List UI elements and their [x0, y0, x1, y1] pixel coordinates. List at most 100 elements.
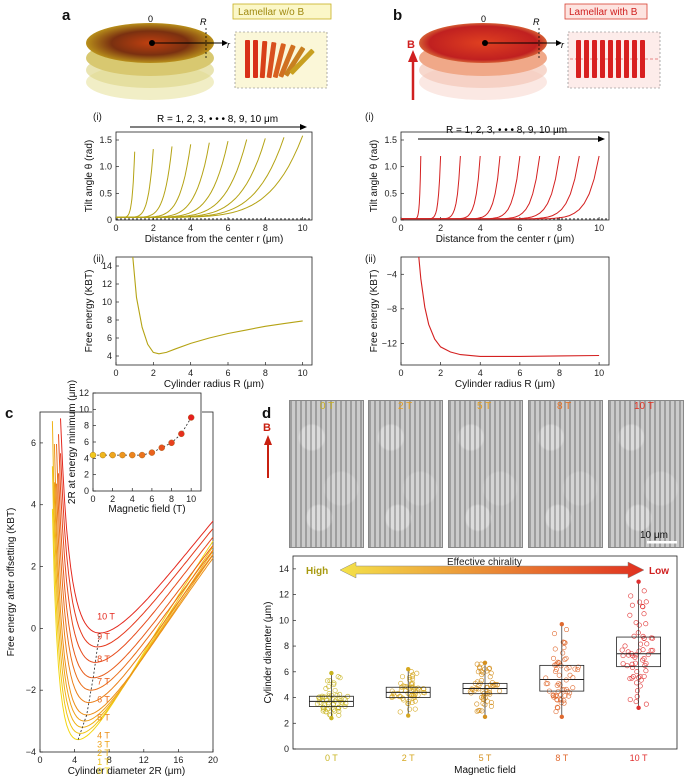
data-point-2T: [396, 694, 402, 700]
data-point-0T: [332, 708, 338, 714]
y-tick-label: 12: [79, 388, 89, 398]
tilt-curve-R10: [116, 135, 304, 218]
y-axis-label: Tilt angle θ (rad): [369, 140, 380, 212]
data-point-0T: [336, 712, 342, 718]
x-tick-label: 8: [169, 494, 174, 504]
max-point-0T: [329, 670, 334, 676]
data-point-0T: [324, 678, 330, 684]
data-point-10T: [641, 588, 647, 594]
y-axis-label: Free energy after offsetting (KBT): [6, 508, 17, 657]
tilt-curve-R8: [116, 138, 266, 218]
x-tick-label: 4: [188, 223, 193, 233]
data-point-0T: [323, 685, 329, 691]
data-point-10T: [634, 669, 640, 675]
data-point-8T: [567, 672, 573, 678]
data-point-5T: [497, 688, 503, 694]
tilt-curve-R10: [401, 155, 600, 220]
data-point-10T: [643, 599, 649, 605]
data-point-8T: [543, 681, 549, 687]
y-tick-label: 6: [107, 333, 112, 343]
x-tick-label: 4: [478, 368, 483, 378]
data-point-2T: [406, 675, 412, 681]
y-axis-label: 2R at energy minimum (μm): [67, 380, 78, 504]
micro-label-4: 10 T: [634, 401, 654, 412]
chart-d: 0 2 4 6 8 10 12 14 Cylinder diameter (μm) Magneti…: [263, 555, 678, 776]
x-axis-label: Cylinder radius R (μm): [164, 379, 264, 390]
data-point-8T: [554, 682, 560, 688]
x-tick-label: 12: [139, 755, 149, 765]
data-point-5T: [477, 665, 483, 671]
x-tick-label: 6: [225, 368, 230, 378]
data-point-2T: [409, 674, 415, 680]
data-point-5T: [479, 708, 485, 714]
inset-point: [158, 444, 165, 451]
data-point-10T: [633, 699, 639, 705]
min-point-2T: [406, 713, 411, 718]
data-point-8T: [570, 685, 576, 691]
data-point-10T: [648, 635, 654, 641]
data-point-8T: [558, 691, 564, 697]
data-point-8T: [552, 646, 558, 652]
data-point-2T: [412, 706, 418, 712]
inset-background: [92, 392, 202, 492]
sublabel-b-i: (i): [365, 112, 374, 123]
data-point-2T: [407, 677, 413, 683]
tilt-curve-R1: [401, 155, 422, 220]
plot-frame: [115, 256, 313, 366]
data-point-10T: [633, 620, 639, 626]
y-tick-label: 12: [102, 279, 112, 289]
data-point-10T: [628, 593, 634, 599]
inset-point: [109, 451, 116, 459]
aligned-lamellae-b: [570, 40, 658, 78]
illustration-b: Lamellar with B 0 R r B: [407, 3, 661, 100]
data-point-5T: [472, 687, 478, 693]
data-point-8T: [553, 667, 559, 673]
micrograph-8T: [528, 400, 603, 548]
micro-label-3: 8 T: [557, 401, 572, 412]
data-point-5T: [470, 687, 476, 693]
x-tick-label: 8: [557, 223, 562, 233]
data-point-10T: [631, 633, 637, 639]
data-point-8T: [551, 631, 557, 637]
y-tick-label: 2: [284, 718, 289, 728]
minimum-trace: [77, 632, 101, 740]
x-category-label: 5 T: [479, 753, 492, 763]
x-tick-label: 0: [398, 368, 403, 378]
data-point-10T: [637, 599, 643, 605]
scale-bar-label: 10 μm: [640, 530, 668, 541]
scale-bar: [647, 541, 677, 544]
field-label-6T: 6 T: [97, 694, 110, 704]
data-point-10T: [630, 674, 636, 680]
x-tick-label: 20: [208, 755, 218, 765]
data-point-2T: [399, 674, 405, 680]
panel-letter-a: a: [62, 7, 71, 24]
y-tick-label: 2: [84, 470, 89, 480]
data-point-8T: [561, 645, 567, 651]
data-point-10T: [643, 701, 649, 707]
y-tick-label: 6: [284, 667, 289, 677]
energy-curve: [132, 256, 303, 355]
inset-point: [168, 439, 175, 447]
micrograph-5T: [448, 400, 523, 548]
data-point-5T: [477, 707, 483, 713]
x-tick-label: 0: [113, 368, 118, 378]
data-point-2T: [407, 706, 413, 712]
x-tick-label: 0: [90, 494, 95, 504]
data-point-2T: [415, 685, 421, 691]
data-point-8T: [556, 672, 562, 678]
inset-point: [119, 451, 126, 459]
y-tick-label: 14: [279, 564, 289, 574]
energy-curve-7T: [58, 473, 214, 679]
field-label-d: B: [263, 422, 271, 434]
data-point-8T: [553, 709, 559, 715]
data-point-5T: [494, 682, 500, 688]
energy-curve-9T: [60, 453, 214, 648]
x-category-label: 2 T: [402, 753, 415, 763]
data-point-5T: [487, 665, 493, 671]
field-label-7T: 7 T: [97, 677, 110, 687]
data-point-10T: [640, 603, 646, 609]
data-point-10T: [634, 680, 640, 686]
radius-label-b: R: [533, 17, 540, 27]
data-point-5T: [485, 684, 491, 690]
